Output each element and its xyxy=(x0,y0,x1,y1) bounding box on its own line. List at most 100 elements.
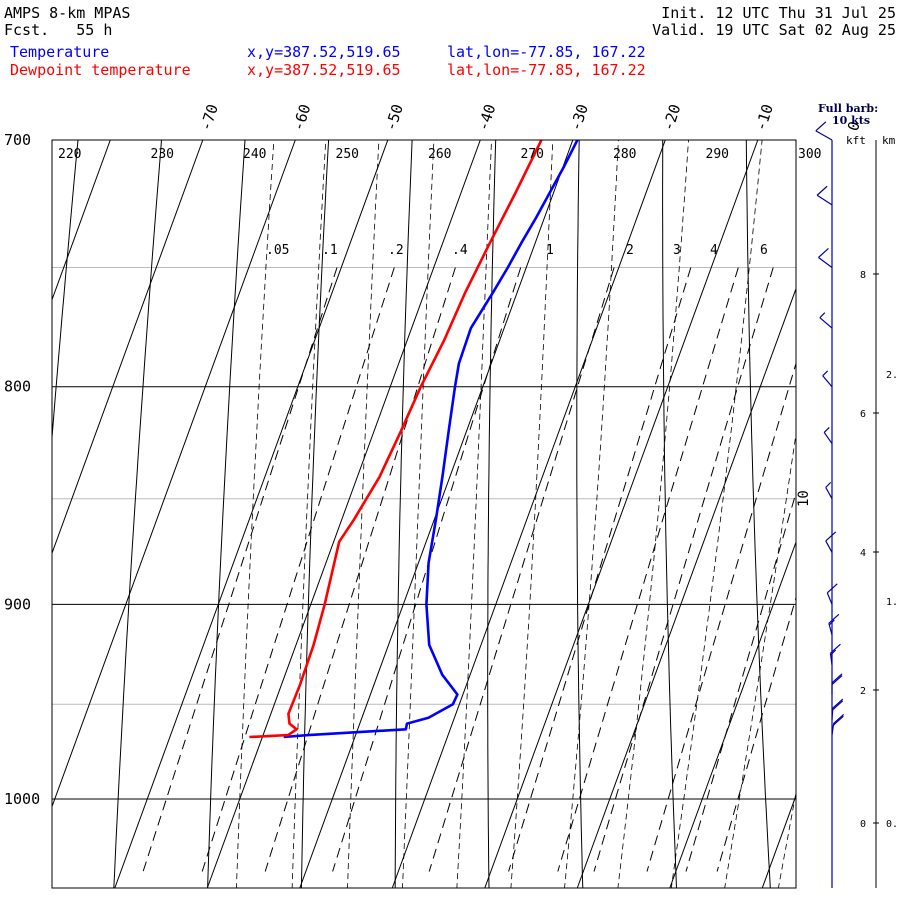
wind-barb-flag xyxy=(818,248,829,258)
dry-adiabat-line xyxy=(745,140,771,888)
dewpoint-profile-line xyxy=(249,140,543,739)
dry-adiabat-line xyxy=(576,140,584,888)
moist-adiabat-label: 10 xyxy=(796,490,812,507)
isotherm-label: -70 xyxy=(196,102,221,133)
valid-time: Valid. 19 UTC Sat 02 Aug 25 xyxy=(652,21,896,39)
isotherm-line xyxy=(855,140,900,888)
dry-adiabat-line xyxy=(52,140,79,444)
dry-adiabat-label: 270 xyxy=(521,147,544,162)
moist-adiabat-line xyxy=(832,140,900,889)
wind-barb-staff xyxy=(825,540,833,553)
wind-barb-half-flag xyxy=(828,619,835,626)
wind-barb-half-flag xyxy=(822,370,829,377)
km-tick-label: 2. xyxy=(886,370,898,381)
wind-barb-staff xyxy=(822,375,833,388)
dry-adiabat-line xyxy=(113,140,162,888)
isotherm-line xyxy=(52,140,296,809)
isotherm-label: -20 xyxy=(659,102,684,133)
isotherm-line xyxy=(761,794,796,888)
moist-adiabat-line xyxy=(510,140,554,888)
mixing-ratio-line xyxy=(142,267,338,872)
wind-barb-flag xyxy=(828,613,840,624)
dewpoint-legend-label: Dewpoint temperature xyxy=(10,61,191,79)
wind-barb-flag xyxy=(832,698,844,709)
dry-adiabat-line xyxy=(394,140,413,888)
mixing-ratio-label: .2 xyxy=(388,243,404,258)
kft-tick-label: 8 xyxy=(860,270,866,281)
wind-barb-staff xyxy=(818,257,833,268)
kft-tick-label: 6 xyxy=(860,409,866,420)
wind-barb-staff xyxy=(828,623,833,636)
dry-adiabat-label: 230 xyxy=(151,147,174,162)
isotherm-line xyxy=(0,140,18,888)
kft-unit-label: kft xyxy=(846,134,866,147)
wind-barb-flag xyxy=(830,643,841,654)
isotherm-label: -40 xyxy=(474,102,499,133)
wind-barb-staff xyxy=(815,130,833,141)
wind-barb-staff xyxy=(831,723,835,736)
isobar-label: 1000 xyxy=(4,790,40,808)
moist-adiabat-line xyxy=(564,140,619,888)
dry-adiabat-line xyxy=(300,140,330,888)
wind-barb-flag xyxy=(815,121,827,132)
dry-adiabat-label: 280 xyxy=(613,147,636,162)
isotherm-line xyxy=(52,140,204,555)
moist-adiabat-line xyxy=(236,140,275,888)
moist-adiabat-line xyxy=(402,140,435,888)
isotherm-line xyxy=(391,140,666,888)
wind-barb-staff xyxy=(829,653,833,665)
mixing-ratio-line xyxy=(685,491,796,872)
barb-legend-label: Full barb: xyxy=(818,102,878,115)
wind-barb-flag xyxy=(826,583,838,594)
km-unit-label: km xyxy=(882,134,896,147)
dry-adiabat-line xyxy=(207,140,246,888)
wind-barb-staff xyxy=(826,592,833,605)
isobar-label: 800 xyxy=(4,378,31,396)
temperature-profile-line xyxy=(283,140,579,739)
wind-barb-flag xyxy=(832,700,844,711)
isotherm-line xyxy=(669,540,796,888)
wind-barb-half-flag xyxy=(830,649,837,656)
mixing-ratio-label: 4 xyxy=(710,243,718,258)
dewpoint-latlon: lat,lon=-77.85, 167.22 xyxy=(447,61,646,79)
temperature-latlon: lat,lon=-77.85, 167.22 xyxy=(447,43,646,61)
isotherm-label: -10 xyxy=(751,102,776,133)
wind-barb-flag xyxy=(825,531,837,542)
dry-adiabat-label: 250 xyxy=(336,147,359,162)
wind-barb-half-flag xyxy=(819,312,826,319)
mixing-ratio-line xyxy=(557,267,739,872)
isobar-label: 700 xyxy=(4,131,31,149)
mixing-ratio-line xyxy=(646,361,796,872)
dry-adiabat-label: 220 xyxy=(58,147,81,162)
kft-tick-label: 4 xyxy=(860,548,866,559)
forecast-hour: Fcst. 55 h xyxy=(4,21,113,39)
mixing-ratio-line xyxy=(332,267,522,872)
wind-barb-flag xyxy=(833,713,845,724)
mixing-ratio-label: 1 xyxy=(546,243,554,258)
isotherm-label: -50 xyxy=(381,102,406,133)
mixing-ratio-label: 6 xyxy=(760,243,768,258)
dry-adiabat-label: 260 xyxy=(428,147,451,162)
mixing-ratio-line xyxy=(428,267,615,872)
dry-adiabat-line xyxy=(487,140,497,888)
moist-adiabat-line xyxy=(617,140,689,888)
temperature-xy: x,y=387.52,519.65 xyxy=(247,43,401,61)
mixing-ratio-label: .05 xyxy=(266,243,289,258)
dry-adiabat-label: 240 xyxy=(243,147,266,162)
isobar-label: 900 xyxy=(4,595,31,613)
wind-barb-flag xyxy=(816,185,828,196)
mixing-ratio-line xyxy=(593,267,774,872)
mixing-ratio-label: 2 xyxy=(626,243,634,258)
wind-barb-flag xyxy=(832,715,844,726)
model-title: AMPS 8-km MPAS xyxy=(4,4,131,22)
kft-tick-label: 0 xyxy=(860,819,866,830)
moist-adiabat-line xyxy=(347,140,380,888)
dry-adiabat-label: 290 xyxy=(706,147,729,162)
mixing-ratio-line xyxy=(264,267,456,872)
mixing-ratio-label: 3 xyxy=(673,243,681,258)
mixing-ratio-label: .4 xyxy=(452,243,468,258)
dry-adiabat-line xyxy=(662,140,677,888)
moist-adiabat-line xyxy=(456,140,492,888)
km-tick-label: 1. xyxy=(886,597,898,608)
